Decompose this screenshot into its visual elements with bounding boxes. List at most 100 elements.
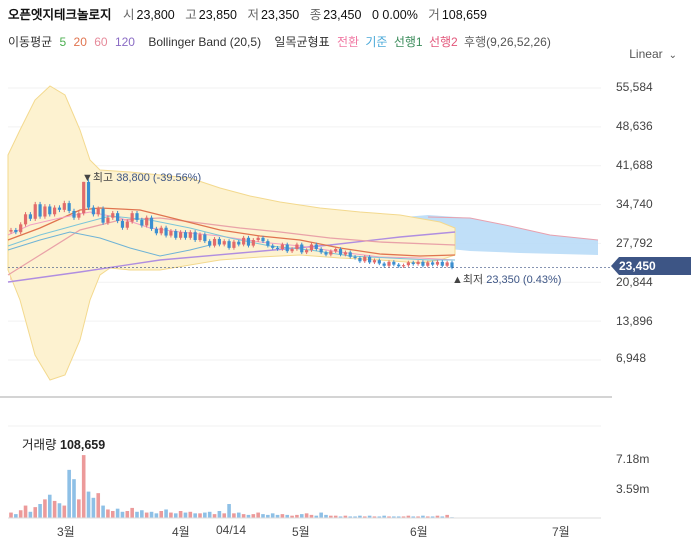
lagging-span-line bbox=[7, 231, 211, 257]
volume-bar bbox=[144, 512, 149, 518]
candle-body bbox=[334, 248, 338, 252]
candle-body bbox=[246, 237, 251, 246]
stock-header: 오픈엣지테크놀로지 시 23,800 고 23,850 저 23,350 종 23,45… bbox=[8, 4, 688, 22]
volume-bar bbox=[183, 512, 188, 518]
volume-bar bbox=[411, 516, 416, 518]
candle-body bbox=[217, 238, 221, 245]
volume-title-value: 108,659 bbox=[60, 438, 106, 452]
candle-body bbox=[19, 224, 23, 233]
candle-body bbox=[440, 261, 444, 266]
volume-bar bbox=[159, 511, 164, 518]
volume-bar bbox=[193, 513, 197, 518]
volume-bar bbox=[115, 508, 120, 518]
candle-body bbox=[38, 204, 42, 217]
volume-bar bbox=[101, 505, 105, 518]
volume-tick: 3.59m bbox=[616, 482, 650, 496]
ma20-legend[interactable]: 20 bbox=[73, 35, 87, 49]
volume-bar bbox=[261, 514, 265, 518]
candle-body bbox=[145, 217, 149, 226]
ma120-legend[interactable]: 120 bbox=[114, 35, 135, 49]
bollinger-band-fill bbox=[7, 85, 456, 381]
volume-bar bbox=[406, 515, 411, 518]
volume-bar bbox=[154, 513, 159, 518]
ichimoku-label[interactable]: 일목균형표 bbox=[274, 35, 330, 49]
ma60-legend[interactable]: 60 bbox=[94, 35, 108, 49]
volume-bar bbox=[33, 507, 38, 518]
close-value: 23,450 bbox=[323, 8, 362, 22]
volume-bar bbox=[382, 515, 386, 518]
low-value: 23,350 bbox=[260, 8, 300, 22]
volume-bar bbox=[198, 513, 202, 518]
volume-bar bbox=[164, 509, 168, 518]
high-annotation-value: 38,800 (-39.56%) bbox=[116, 172, 202, 184]
volume-bar bbox=[81, 455, 86, 518]
ma-label[interactable]: 이동평균 bbox=[8, 35, 53, 49]
volume-bar bbox=[140, 510, 144, 518]
ma120-line bbox=[7, 231, 456, 283]
volume-bar bbox=[38, 504, 42, 518]
ma5-legend[interactable]: 5 bbox=[59, 35, 67, 49]
stock-name[interactable]: 오픈엣지테크놀로지 bbox=[8, 8, 112, 22]
bollinger-legend[interactable]: Bollinger Band (20,5) bbox=[148, 35, 262, 49]
volume-bar bbox=[304, 513, 309, 518]
volume-bar bbox=[343, 515, 348, 518]
ma20-line bbox=[7, 207, 456, 257]
candle-body bbox=[305, 250, 309, 253]
candle-body bbox=[397, 264, 401, 267]
volume-bar bbox=[14, 514, 18, 518]
candle-body bbox=[314, 244, 318, 249]
candle-body bbox=[183, 232, 188, 238]
high-label: 고 bbox=[185, 8, 197, 22]
candle-body bbox=[62, 203, 66, 210]
ichimoku-span2-line bbox=[427, 216, 599, 241]
volume-bar bbox=[392, 516, 396, 518]
candle-body bbox=[377, 260, 381, 264]
volume-bar bbox=[72, 479, 76, 518]
volume-bar bbox=[295, 514, 299, 518]
candle-body bbox=[96, 208, 100, 215]
scale-dropdown[interactable]: Linear ⌄ bbox=[629, 47, 677, 61]
volume-bar bbox=[149, 511, 154, 518]
volume-bar bbox=[333, 515, 338, 518]
low-annotation-value: 23,350 (0.43%) bbox=[486, 274, 562, 286]
candle-body bbox=[91, 207, 95, 215]
volume-bar bbox=[329, 515, 333, 518]
volume-bar bbox=[319, 512, 323, 518]
candle-body bbox=[106, 217, 110, 223]
x-tick-jul: 7월 bbox=[552, 525, 570, 539]
volume-bar bbox=[401, 516, 406, 518]
volume-bar bbox=[290, 515, 294, 518]
volume-bar bbox=[120, 511, 125, 518]
volume-bars-group bbox=[9, 455, 454, 519]
volume-label: 거 bbox=[428, 8, 440, 22]
price-tick: 27,792 bbox=[616, 236, 653, 250]
volume-bar bbox=[285, 514, 290, 518]
indicator-legend: 이동평균 5 20 60 120 Bollinger Band (20,5) 일… bbox=[8, 33, 608, 50]
volume-bar bbox=[348, 516, 353, 518]
candle-body bbox=[212, 238, 217, 246]
candle-body bbox=[382, 263, 386, 266]
candle-body bbox=[237, 241, 241, 245]
candle-body bbox=[77, 213, 81, 218]
candle-body bbox=[43, 206, 47, 217]
candle-body bbox=[188, 232, 192, 238]
volume-bar bbox=[18, 510, 23, 518]
volume-bar bbox=[314, 515, 319, 518]
price-chart[interactable] bbox=[0, 60, 695, 530]
volume-bar bbox=[47, 494, 52, 518]
candle-body bbox=[251, 240, 255, 246]
volume-bar bbox=[435, 515, 440, 518]
volume-bar bbox=[367, 515, 372, 518]
candle-body bbox=[23, 214, 28, 225]
candle-body bbox=[222, 241, 226, 245]
candle-body bbox=[57, 207, 62, 210]
volume-bar bbox=[23, 505, 28, 518]
candle-body bbox=[285, 244, 289, 252]
volume-bar bbox=[270, 513, 275, 518]
candle-body bbox=[368, 256, 372, 263]
volume-bar bbox=[256, 512, 260, 518]
candle-body bbox=[48, 206, 52, 215]
scale-label: Linear bbox=[629, 47, 663, 61]
volume-bar bbox=[324, 514, 328, 518]
volume-bar bbox=[91, 497, 96, 518]
